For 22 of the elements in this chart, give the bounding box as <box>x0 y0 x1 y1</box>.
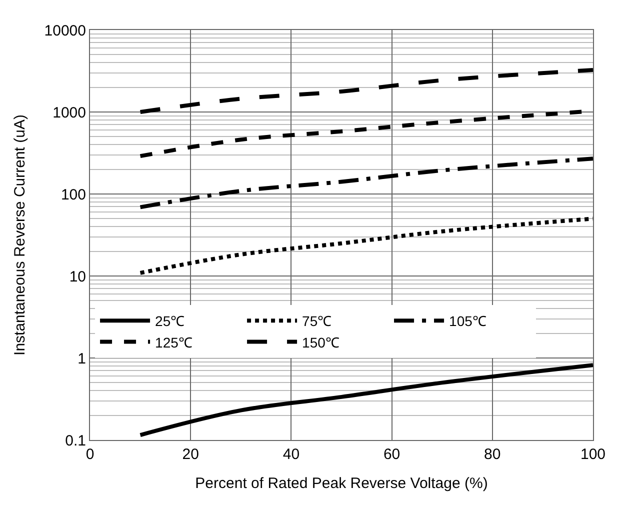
legend-label: 105℃ <box>449 313 486 330</box>
line-series <box>138 363 593 438</box>
x-tick-label: 0 <box>86 446 94 463</box>
legend-label: 75℃ <box>302 313 332 330</box>
line-series <box>138 216 593 275</box>
y-tick-label: 10 <box>69 268 86 286</box>
x-tick-label: 80 <box>484 446 501 463</box>
x-axis-title: Percent of Rated Peak Reverse Voltage (%) <box>195 475 488 492</box>
x-tick-label: 100 <box>580 446 606 463</box>
y-tick-label: 1000 <box>52 104 86 122</box>
y-tick-label: 10000 <box>44 22 86 40</box>
line-series <box>138 156 593 210</box>
legend-label: 150℃ <box>302 334 340 350</box>
x-tick-label: 40 <box>282 446 300 463</box>
y-tick-label: 0.1 <box>65 432 86 450</box>
x-tick-label: 20 <box>182 446 199 463</box>
legend-label: 25℃ <box>155 313 185 330</box>
y-tick-label: 100 <box>60 186 86 204</box>
legend-label: 125℃ <box>155 334 192 350</box>
y-tick-label: 1 <box>78 350 86 368</box>
y-axis-title: Instantaneous Reverse Current (uA) <box>12 114 29 356</box>
x-tick-label: 60 <box>383 446 400 463</box>
